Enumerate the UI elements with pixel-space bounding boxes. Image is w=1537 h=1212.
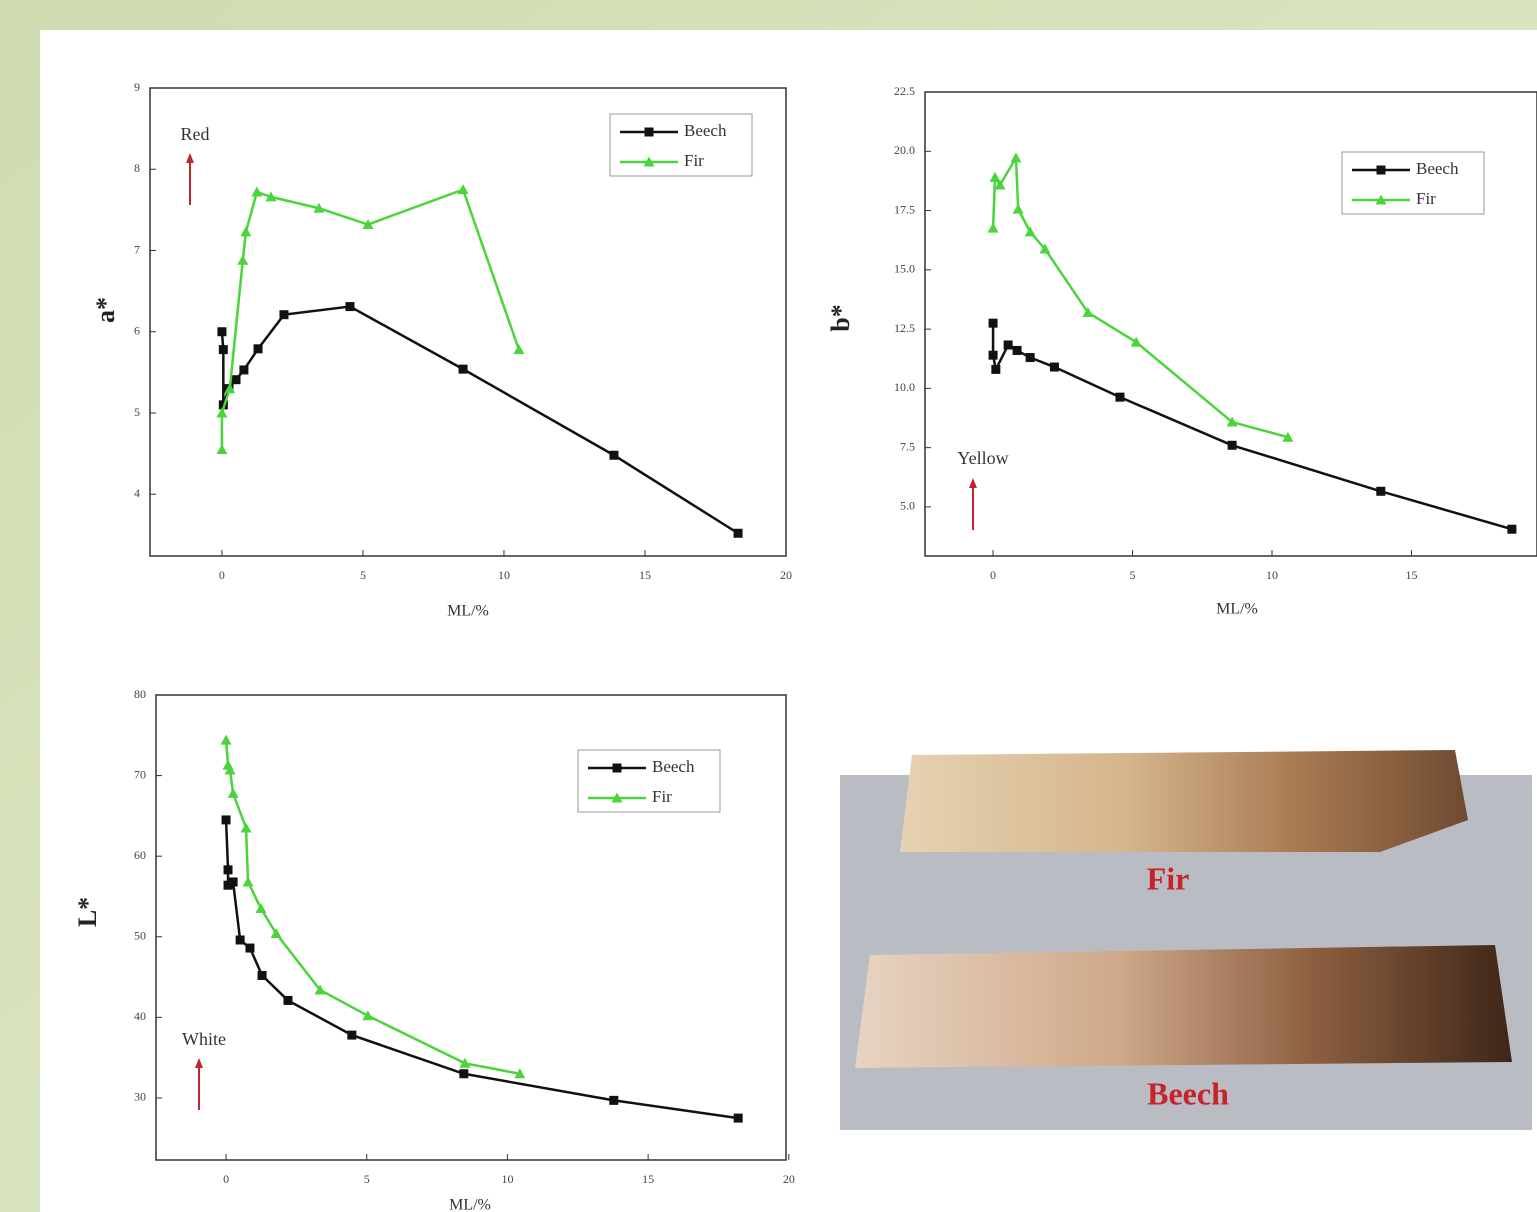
x-tick-label: 10 [501,1172,513,1186]
x-tick-label: 0 [219,568,225,582]
data-point [734,1114,743,1123]
data-point [989,319,998,328]
data-point [1228,441,1237,450]
data-point [345,302,354,311]
y-tick-label: 20.0 [894,143,915,157]
y-axis-label: L* [73,897,102,927]
data-point [229,877,238,886]
annotation: Red [181,124,210,144]
data-point [283,996,292,1005]
data-point [1376,487,1385,496]
y-tick-label: 15.0 [894,262,915,276]
y-tick-label: 5 [134,405,140,419]
data-point [991,365,1000,374]
photo: Fir Beech [840,750,1532,1130]
data-point [459,1069,468,1078]
data-point [734,529,743,538]
data-point [459,365,468,374]
y-tick-label: 9 [134,80,140,94]
data-point [279,310,288,319]
legend-label: Fir [652,787,672,806]
data-point [1013,346,1022,355]
legend-label: Beech [652,757,695,776]
data-point [1115,393,1124,402]
x-tick-label: 5 [360,568,366,582]
legend-marker [1377,166,1386,175]
x-axis-label: ML/% [447,603,489,620]
x-axis-label: ML/% [1216,601,1258,618]
photo-label: Beech [1147,1075,1229,1111]
page: {"chart_data":[ {"type":"line","ylabel":… [0,0,1537,1212]
data-point [1507,525,1516,534]
legend-marker [613,764,622,773]
beech-samples [855,945,1512,1068]
y-tick-label: 4 [134,486,140,500]
legend-box [1342,152,1484,214]
y-tick-label: 60 [134,848,146,862]
legend-marker [645,128,654,137]
y-axis-label: b* [826,304,855,331]
data-point [1050,363,1059,372]
data-point [224,865,233,874]
x-axis-label: ML/% [449,1197,491,1212]
y-tick-label: 50 [134,929,146,943]
data-point [254,344,263,353]
x-tick-label: 15 [639,568,651,582]
data-point [258,971,267,980]
data-point [1004,340,1013,349]
data-point [239,365,248,374]
data-point [1026,353,1035,362]
legend-label: Beech [1416,159,1459,178]
fir-samples [900,750,1468,852]
y-tick-label: 12.5 [894,321,915,335]
data-point [989,351,998,360]
y-tick-label: 40 [134,1009,146,1023]
y-tick-label: 22.5 [894,84,915,98]
x-tick-label: 20 [780,568,792,582]
x-tick-label: 15 [642,1172,654,1186]
figure: Fir Beech 05101520456789ML/%a*RedBeechFi… [0,0,1537,1212]
y-tick-label: 7.5 [900,439,915,453]
data-point [609,1096,618,1105]
data-point [232,375,241,384]
y-tick-label: 8 [134,161,140,175]
y-tick-label: 5.0 [900,499,915,513]
legend-label: Fir [684,151,704,170]
y-tick-label: 10.0 [894,380,915,394]
x-tick-label: 10 [1266,568,1278,582]
data-point [219,345,228,354]
data-point [245,944,254,953]
legend-box [610,114,752,176]
x-tick-label: 0 [990,568,996,582]
y-tick-label: 30 [134,1090,146,1104]
x-tick-label: 20 [783,1172,795,1186]
y-tick-label: 7 [134,242,140,256]
data-point [222,815,231,824]
x-tick-label: 10 [498,568,510,582]
y-tick-label: 70 [134,767,146,781]
photo-label: Fir [1147,860,1190,896]
data-point [347,1031,356,1040]
legend-label: Fir [1416,189,1436,208]
annotation: White [182,1029,226,1049]
y-tick-label: 17.5 [894,202,915,216]
x-tick-label: 0 [223,1172,229,1186]
x-tick-label: 15 [1405,568,1417,582]
x-tick-label: 5 [364,1172,370,1186]
y-tick-label: 80 [134,687,146,701]
data-point [236,935,245,944]
x-tick-label: 5 [1130,568,1136,582]
y-tick-label: 6 [134,324,140,338]
data-point [217,327,226,336]
data-point [609,451,618,460]
annotation: Yellow [957,448,1008,468]
y-axis-label: a* [91,297,120,323]
legend-box [578,750,720,812]
legend-label: Beech [684,121,727,140]
